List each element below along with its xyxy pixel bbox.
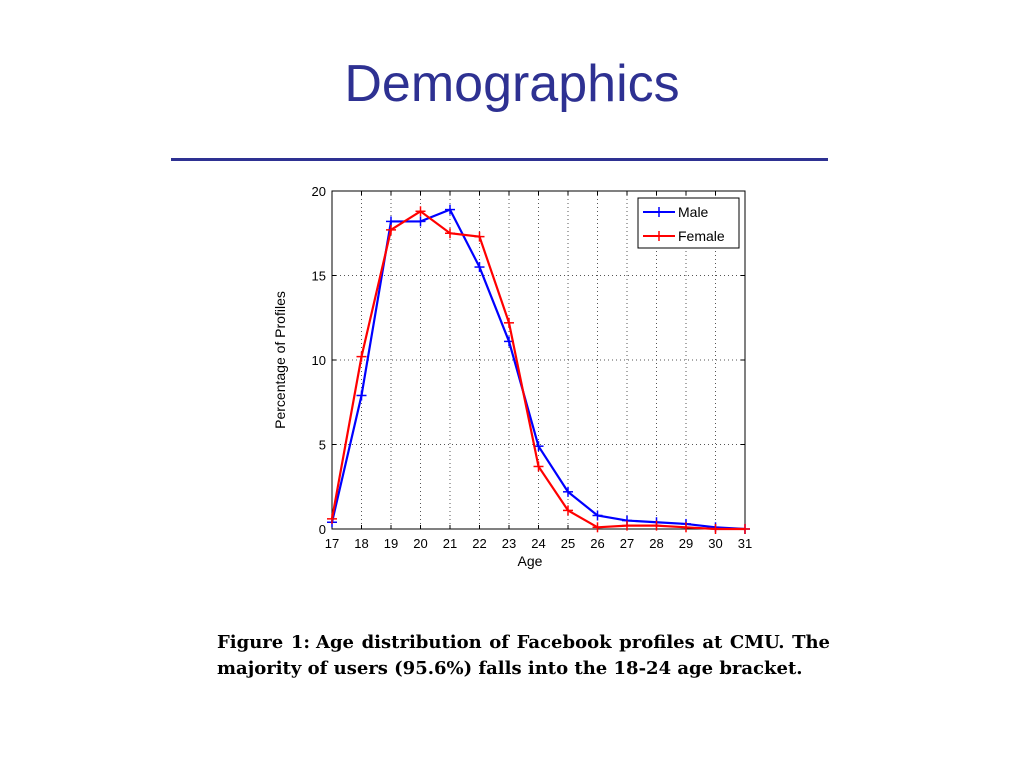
x-tick-label: 25: [561, 536, 575, 551]
male-data-point: [563, 486, 573, 497]
female-data-point: [651, 520, 662, 531]
x-tick-label: 18: [354, 536, 368, 551]
figure-label: Figure 1:: [217, 632, 310, 653]
male-series-line: [330, 208, 746, 531]
x-tick-label: 31: [738, 536, 752, 551]
y-axis-label: Percentage of Profiles: [272, 291, 288, 429]
x-tick-label: 24: [531, 536, 545, 551]
male-data-point: [356, 390, 367, 401]
y-tick-label: 10: [312, 353, 326, 368]
slide-title: Demographics: [344, 55, 680, 113]
y-tick-label: 5: [319, 438, 326, 453]
female-data-point: [622, 520, 632, 531]
female-series-line: [330, 209, 745, 531]
male-legend-label: Male: [678, 204, 709, 220]
female-data-point: [533, 461, 544, 472]
y-tick-label: 20: [312, 184, 326, 199]
x-tick-label: 30: [708, 536, 722, 551]
series-layer: [327, 204, 750, 534]
female-data-point: [710, 524, 721, 534]
female-data-point: [445, 228, 455, 239]
female-legend-label: Female: [678, 228, 725, 244]
male-data-point: [592, 510, 603, 521]
male-data-point: [415, 216, 426, 227]
x-tick-label: 29: [679, 536, 693, 551]
legend: Male Female: [637, 197, 740, 249]
legend-box: [637, 197, 740, 249]
female-data-point: [356, 351, 367, 362]
x-tick-label: 26: [590, 536, 604, 551]
y-tick-label: 0: [319, 522, 326, 537]
female-data-point: [415, 206, 426, 217]
female-data-point: [504, 317, 514, 328]
x-tick-label: 20: [413, 536, 427, 551]
y-tick-label: 15: [312, 269, 326, 284]
male-data-point: [474, 262, 485, 273]
axis-ticks: 17 18 19 20 21 22 23 24 25 26 27 28 29 30 31 0 5 10 15 20: [312, 184, 753, 551]
x-tick-label: 27: [620, 536, 634, 551]
x-tick-label: 23: [502, 536, 516, 551]
male-data-point: [386, 216, 396, 227]
title-underline: [171, 158, 828, 161]
male-data-point: [445, 204, 455, 215]
female-data-point: [327, 513, 337, 524]
female-data-point: [740, 524, 750, 534]
female-data-point: [563, 505, 573, 516]
female-data-point: [474, 231, 485, 242]
female-data-point: [386, 224, 396, 235]
x-tick-label: 21: [443, 536, 457, 551]
x-tick-label: 28: [649, 536, 663, 551]
figure-caption: Figure 1: Age distribution of Facebook pr…: [217, 630, 830, 682]
x-tick-label: 22: [472, 536, 486, 551]
figure-caption-text: Age distribution of Facebook profiles at…: [217, 632, 830, 679]
x-axis-label: Age: [518, 553, 543, 569]
x-tick-label: 17: [325, 536, 339, 551]
female-data-point: [592, 522, 603, 533]
x-tick-label: 19: [384, 536, 398, 551]
female-data-point: [681, 522, 691, 533]
